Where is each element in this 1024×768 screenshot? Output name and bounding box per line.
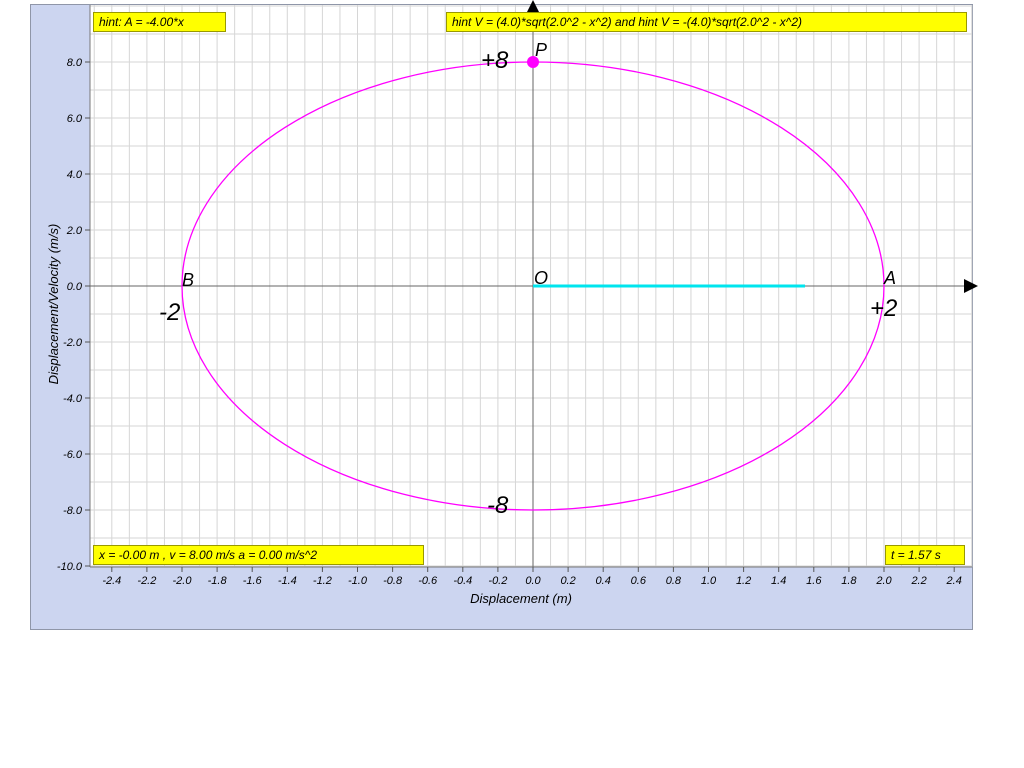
y-tick-label: 0.0 <box>67 281 83 293</box>
y-tick-label: 6.0 <box>67 113 83 125</box>
accel-hint: hint: A = -4.00*x <box>93 12 226 32</box>
x-tick-label: -1.2 <box>313 575 332 587</box>
x-tick-label: 0.2 <box>560 575 575 587</box>
x-tick-label: -1.4 <box>278 575 297 587</box>
x-tick-label: -0.6 <box>418 575 438 587</box>
x-tick-label: 0.8 <box>666 575 682 587</box>
y-tick-label: -2.0 <box>63 337 83 349</box>
y-tick-label: -8.0 <box>63 505 83 517</box>
label-a: A <box>883 268 896 288</box>
x-tick-label: -2.2 <box>137 575 156 587</box>
time-readout: t = 1.57 s <box>885 545 965 565</box>
labels: P O A B +8 -8 +2 -2 <box>159 40 897 519</box>
state-readout: x = -0.00 m , v = 8.00 m/s a = 0.00 m/s^… <box>93 545 424 565</box>
x-tick-label: -0.8 <box>383 575 403 587</box>
x-tick-label: 1.0 <box>701 575 717 587</box>
x-tick-label: 2.0 <box>875 575 892 587</box>
x-tick-label: 2.2 <box>910 575 926 587</box>
y-tick-label: 4.0 <box>67 169 83 181</box>
x-tick-label: -1.6 <box>243 575 263 587</box>
y-tick-label: -10.0 <box>57 561 83 573</box>
x-tick-label: 2.4 <box>946 575 962 587</box>
x-tick-label: -0.4 <box>453 575 472 587</box>
y-tick-label: 2.0 <box>66 225 83 237</box>
velocity-hint: hint V = (4.0)*sqrt(2.0^2 - x^2) and hin… <box>446 12 967 32</box>
y-tick-label: 8.0 <box>67 57 83 69</box>
y-tick-label: -6.0 <box>63 449 83 461</box>
label-plus-v: +8 <box>481 47 509 74</box>
x-tick-label: 1.4 <box>771 575 786 587</box>
label-p: P <box>535 40 547 60</box>
y-axis-label: Displacement/Velocity (m/s) <box>46 224 61 385</box>
x-axis-arrowhead <box>964 279 978 293</box>
y-axis-arrowhead <box>527 0 539 12</box>
x-tick-label: -1.0 <box>348 575 368 587</box>
x-tick-label: -2.4 <box>102 575 121 587</box>
x-tick-label: 1.6 <box>806 575 822 587</box>
label-plus-x: +2 <box>870 295 897 322</box>
label-minus-v: -8 <box>487 492 509 519</box>
label-o: O <box>534 268 548 288</box>
x-tick-label: -1.8 <box>208 575 228 587</box>
x-axis-label: Displacement (m) <box>470 591 572 606</box>
x-tick-label: 0.6 <box>631 575 647 587</box>
x-tick-label: -2.0 <box>173 575 193 587</box>
x-tick-label: 1.8 <box>841 575 857 587</box>
x-tick-label: 0.0 <box>525 575 541 587</box>
x-tick-label: -0.2 <box>488 575 507 587</box>
x-tick-label: 1.2 <box>736 575 751 587</box>
x-tick-label: 0.4 <box>596 575 611 587</box>
phase-point-p <box>527 56 539 68</box>
y-tick-label: -4.0 <box>63 393 83 405</box>
data-layer <box>181 56 885 511</box>
label-minus-x: -2 <box>159 299 180 326</box>
axes: -2.4 -2.2 -2.0 -1.8 -1.6 -1.4 -1.2 -1.0 -0.8 -0.6… <box>46 0 978 606</box>
label-b: B <box>182 270 194 290</box>
